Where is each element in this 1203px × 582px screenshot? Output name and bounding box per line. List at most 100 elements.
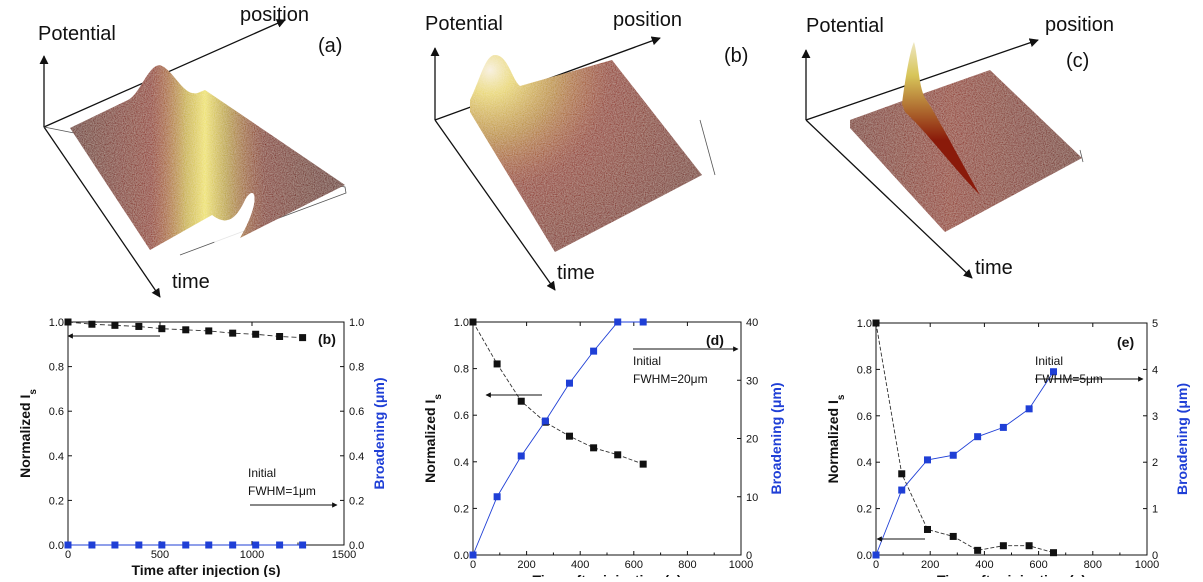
x-tick-label: 0: [470, 559, 476, 571]
x-tick-label: 500: [151, 549, 169, 561]
x-tick-label: 800: [678, 559, 696, 571]
plot-frame: [875, 322, 1148, 556]
data-point-right: [469, 551, 477, 559]
series-line-left: [472, 321, 644, 465]
data-point-right: [590, 347, 598, 355]
x-tick-label: 600: [1029, 559, 1047, 571]
data-point-right: [999, 423, 1007, 431]
y-left-tick-label: 0.0: [857, 550, 872, 562]
data-point-right: [872, 551, 880, 559]
y-left-tick-label: 0.4: [454, 457, 469, 469]
y-right-tick-label: 2: [1152, 457, 1158, 469]
surface-plot-c: Potential position time (c): [801, 14, 1114, 279]
series-line-right: [875, 371, 1054, 556]
y-left-axis-label-subscript: s: [28, 389, 39, 395]
y-left-tick-label: 0.6: [857, 411, 872, 423]
data-point-left: [252, 330, 260, 338]
y-left-axis-label-subscript: s: [836, 394, 847, 400]
data-point-right: [276, 541, 284, 549]
axis-label-time-b: time: [557, 262, 595, 284]
y-left-tick-label: 1.0: [49, 317, 64, 329]
data-point-right: [205, 541, 213, 549]
data-point-left: [590, 444, 598, 452]
data-point-right: [64, 541, 72, 549]
y-right-tick-label: 0: [1152, 550, 1158, 562]
y-right-tick-label: 20: [746, 434, 758, 446]
axis-label-position-c: position: [1045, 14, 1114, 36]
x-tick-label: 200: [921, 559, 939, 571]
axis-label-position-a: position: [240, 4, 309, 26]
data-point-right: [1050, 368, 1058, 376]
data-point-left: [205, 327, 213, 335]
y-left-tick-label: 0.8: [49, 362, 64, 374]
surface-floor-outline-b: [699, 119, 716, 176]
data-point-left: [974, 546, 982, 554]
y-left-axis-label: Normalized Is: [825, 394, 847, 483]
x-tick-label: 1000: [1135, 559, 1159, 571]
y-left-tick-label: 0.4: [49, 451, 64, 463]
data-point-left: [639, 460, 647, 468]
data-point-right: [974, 433, 982, 441]
data-point-left: [1025, 542, 1033, 550]
y-left-tick-label: 0.6: [49, 406, 64, 418]
y-left-tick-label: 0.8: [857, 364, 872, 376]
annotation-line-1: Initial: [633, 354, 661, 368]
y-left-tick-label: 0.0: [49, 540, 64, 552]
axis-label-potential-a: Potential: [38, 23, 116, 45]
surface-mesh-c: [850, 70, 1082, 232]
data-point-left: [229, 329, 237, 337]
data-point-left: [614, 451, 622, 459]
chart-panel-e: 0 200 400 600 800 1000 0.0 0.2 0.4 0.6 0.8 1.0 0 1 2 3 4…: [825, 318, 1190, 582]
series-line-left: [67, 321, 303, 339]
y-left-tick-label: 0.0: [454, 550, 469, 562]
surface-plot-b: Potential position time (b): [425, 9, 748, 291]
x-tick-label: 1000: [240, 549, 264, 561]
x-tick-label: 0: [65, 549, 71, 561]
y-right-tick-label: 5: [1152, 318, 1158, 330]
panel-label-b: (b): [724, 45, 748, 67]
x-tick-label: 1000: [729, 559, 753, 571]
data-point-left: [517, 397, 525, 405]
data-point-right: [88, 541, 96, 549]
panel-tag: (b): [318, 331, 336, 347]
surface-mesh-b: [470, 55, 702, 252]
annotation-text: Initial FWHM=5μm: [1035, 354, 1103, 386]
time-axis-a: [43, 126, 161, 298]
plot-frame: [67, 321, 345, 546]
panel-tag: (e): [1117, 334, 1134, 350]
surface-plot-a: Potential position time (a): [38, 4, 347, 298]
panel-label-c: (c): [1066, 50, 1089, 72]
x-axis-label: Time after injection (s): [937, 572, 1086, 577]
data-point-left: [872, 319, 880, 327]
annotation-line-1: Initial: [1035, 354, 1063, 368]
data-point-left: [182, 326, 190, 334]
x-tick-label: 800: [1084, 559, 1102, 571]
axis-label-potential-c: Potential: [806, 15, 884, 37]
data-point-right: [1025, 405, 1033, 413]
time-axis-c: [805, 119, 973, 279]
axis-label-time-c: time: [975, 257, 1013, 279]
y-right-axis-label: Broadening (μm): [768, 382, 784, 494]
series-line-left: [875, 322, 1054, 554]
y-left-tick-label: 0.6: [454, 410, 469, 422]
y-right-tick-label: 3: [1152, 411, 1158, 423]
data-point-left: [493, 360, 501, 368]
x-tick-label: 0: [873, 559, 879, 571]
y-right-tick-label: 0.6: [349, 406, 364, 418]
data-point-right: [639, 318, 647, 326]
axis-label-potential-b: Potential: [425, 13, 503, 35]
data-point-left: [1050, 549, 1058, 557]
data-point-right: [111, 541, 119, 549]
plot-frame: [472, 321, 742, 556]
data-point-right: [493, 493, 501, 501]
y-right-tick-label: 40: [746, 317, 758, 329]
x-axis-label: Time after injection (s): [532, 572, 681, 577]
data-point-right: [252, 541, 260, 549]
position-axis-c: [805, 38, 1039, 121]
data-point-left: [469, 318, 477, 326]
data-point-left: [64, 318, 72, 326]
data-point-right: [517, 452, 525, 460]
y-left-axis-label: Normalized Is: [17, 389, 39, 478]
panel-tag: (d): [706, 332, 724, 348]
ridge-shadow-a: [212, 192, 255, 250]
